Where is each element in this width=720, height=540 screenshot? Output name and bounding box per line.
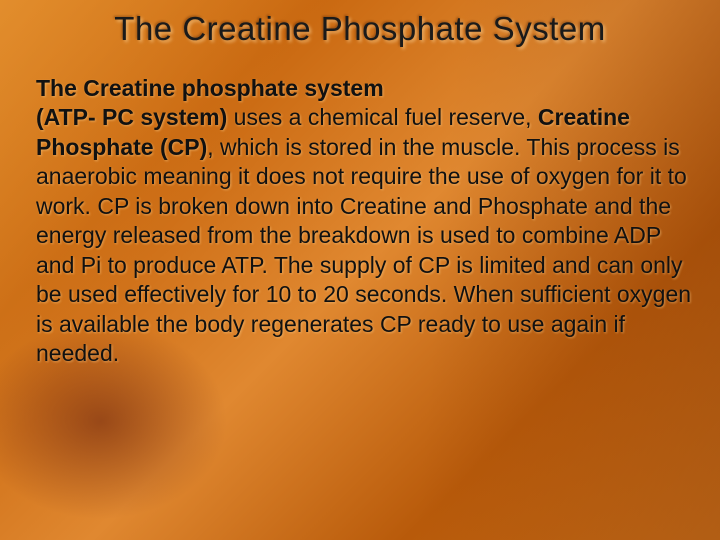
body-bold-1: The Creatine phosphate system — [36, 75, 384, 101]
body-text-2: , which is stored in the muscle. This pr… — [36, 134, 691, 366]
body-bold-2: (ATP- PC system) — [36, 104, 227, 130]
slide-title: The Creatine Phosphate System — [0, 10, 720, 48]
body-text-1: uses a chemical fuel reserve, — [227, 104, 538, 130]
slide-body: The Creatine phosphate system (ATP- PC s… — [36, 74, 702, 368]
slide: The Creatine Phosphate System The Creati… — [0, 0, 720, 540]
